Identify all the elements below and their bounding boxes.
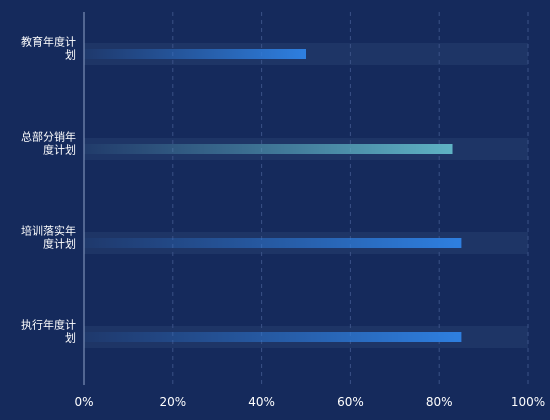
gridlines (172, 12, 529, 385)
category-label-line: 度计划 (43, 143, 76, 157)
x-tick-label: 100% (511, 395, 545, 409)
category-label-line: 划 (65, 332, 76, 345)
category-label-line: 执行年度计 (21, 318, 76, 332)
category-label: 执行年度计划 (21, 318, 76, 345)
x-tick-label: 0% (74, 395, 93, 409)
category-label-line: 划 (65, 49, 76, 62)
x-tick-labels: 0% 20% 40% 60% 80% 100% (74, 395, 545, 409)
bar (84, 332, 462, 342)
category-label: 总部分销年度计划 (21, 130, 76, 157)
x-tick-label: 20% (159, 395, 186, 409)
x-tick-label: 80% (426, 395, 453, 409)
category-label-line: 教育年度计 (21, 35, 76, 49)
category-label-line: 总部分销年 (21, 130, 76, 144)
category-label: 培训落实年度计划 (21, 224, 76, 251)
x-tick-label: 40% (248, 395, 275, 409)
bar (84, 49, 306, 59)
category-label: 教育年度计划 (21, 35, 76, 62)
bar (84, 238, 462, 248)
bars (84, 49, 462, 342)
x-tick-label: 60% (337, 395, 364, 409)
category-label-line: 培训落实年 (21, 224, 76, 238)
bar-tracks (84, 43, 528, 348)
category-label-line: 度计划 (43, 237, 76, 251)
bar (84, 144, 453, 154)
